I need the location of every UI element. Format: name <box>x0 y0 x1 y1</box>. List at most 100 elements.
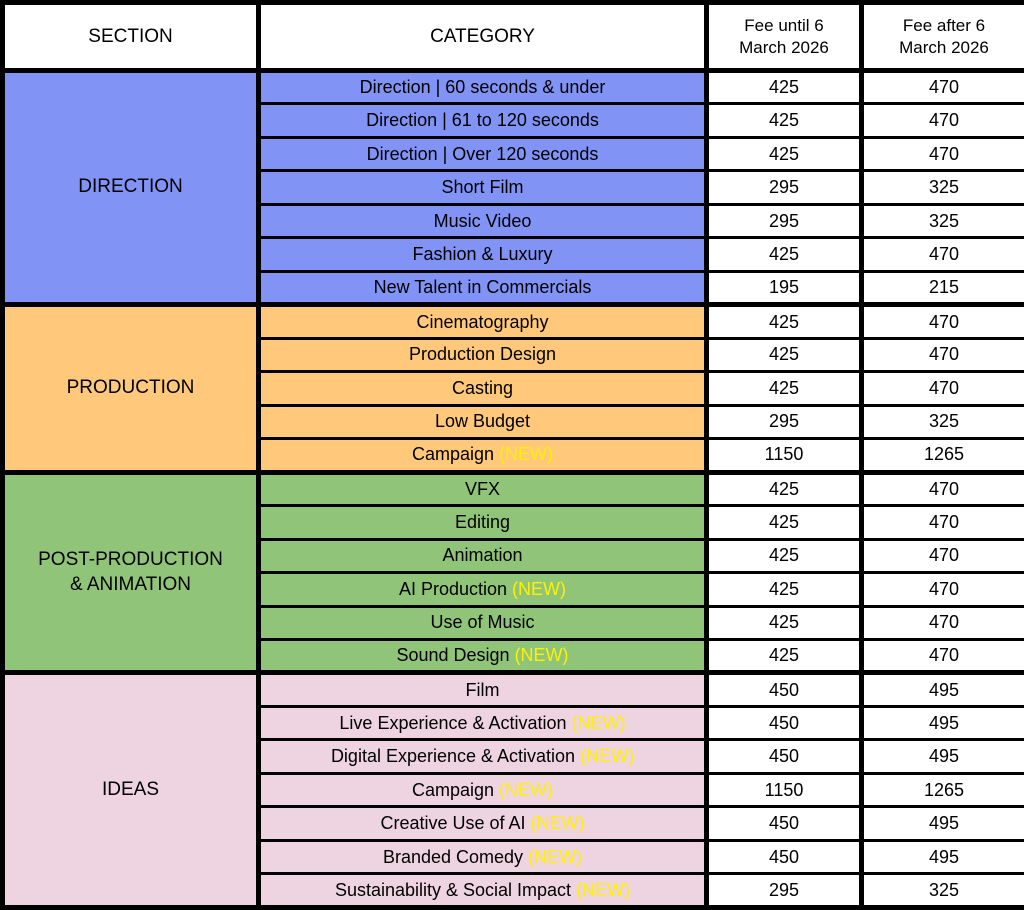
fee-until-cell: 425 <box>704 135 864 173</box>
table-row: IDEAS Film 450 495 <box>0 670 1024 909</box>
fee-after-cell: 325 <box>859 403 1024 441</box>
table-row: Campaign (NEW) 1150 1265 <box>3 437 1024 474</box>
fee-until-cell: 195 <box>704 269 864 307</box>
category-label: Sustainability & Social Impact <box>334 879 572 900</box>
fee-until-cell: 295 <box>704 403 864 441</box>
table-row: New Talent in Commercials 195 215 <box>3 269 1024 307</box>
fee-after-cell: 325 <box>859 872 1024 909</box>
category-column-header: CATEGORY <box>256 1 709 73</box>
header-row: SECTION CATEGORY Fee until 6 March 2026 … <box>0 1 1024 73</box>
new-badge: (NEW) <box>514 645 569 666</box>
new-badge: (NEW) <box>580 746 635 767</box>
fee-after-cell: 470 <box>859 67 1024 106</box>
table-row: Digital Experience & Activation (NEW) 450… <box>3 738 1024 775</box>
category-cell: Editing <box>256 504 709 541</box>
category-label: Direction | 61 to 120 seconds <box>366 110 599 131</box>
table-row: Campaign (NEW) 1150 1265 <box>3 771 1024 809</box>
section-cell: DIRECTION <box>0 67 261 307</box>
fee-until-cell: 450 <box>704 704 864 742</box>
table-row: Creative Use of AI (NEW) 450 495 <box>3 805 1024 842</box>
new-badge: (NEW) <box>530 813 585 834</box>
fee-table-header: SECTION CATEGORY Fee until 6 March 2026 … <box>0 1 1024 73</box>
new-badge: (NEW) <box>571 712 626 733</box>
fee-until-cell: 425 <box>704 604 864 641</box>
fee-after-cell: 470 <box>859 236 1024 273</box>
category-cell: Use of Music <box>256 604 709 641</box>
category-cell: Campaign (NEW) <box>256 771 709 809</box>
fee-after-cell: 1265 <box>859 437 1024 474</box>
category-cell: VFX <box>256 469 709 508</box>
fee-until-cell: 425 <box>704 102 864 139</box>
fee-after-cell: 495 <box>859 805 1024 842</box>
new-badge: (NEW) <box>499 444 554 465</box>
fee-after-cell: 470 <box>859 469 1024 508</box>
category-label: Direction | 60 seconds & under <box>359 77 606 98</box>
table-row: PRODUCTION Cinematography 425 470 <box>0 302 1024 474</box>
table-row: Branded Comedy (NEW) 450 495 <box>3 838 1024 876</box>
fee-until-cell: 425 <box>704 236 864 273</box>
fee-after-cell: 495 <box>859 838 1024 876</box>
category-cell: Digital Experience & Activation (NEW) <box>256 738 709 775</box>
category-label: Sound Design <box>396 645 510 666</box>
table-row: Production Design 425 470 <box>3 336 1024 374</box>
fee-after-cell: 470 <box>859 336 1024 374</box>
table-row: Short Film 295 325 <box>3 169 1024 206</box>
fee-after-cell: 325 <box>859 169 1024 206</box>
fee-table-body: DIRECTION Direction | 60 seconds & under 4… <box>0 67 1024 909</box>
category-cell: Animation <box>256 537 709 575</box>
category-label: Animation <box>442 545 523 566</box>
fee-until-cell: 450 <box>704 838 864 876</box>
category-label: Branded Comedy <box>382 846 524 867</box>
fee-after-cell: 470 <box>859 537 1024 575</box>
new-badge: (NEW) <box>512 578 567 599</box>
fee-after-cell: 495 <box>859 738 1024 775</box>
table-row: Editing 425 470 <box>3 504 1024 541</box>
category-label: Short Film <box>441 177 524 198</box>
fee-until-cell: 425 <box>704 67 864 106</box>
table-row: Low Budget 295 325 <box>3 403 1024 441</box>
table-row: POST-PRODUCTION & ANIMATION VFX 425 470 <box>0 469 1024 675</box>
category-cell: Cinematography <box>256 302 709 340</box>
category-label: Casting <box>451 377 514 398</box>
category-cell: Direction | 61 to 120 seconds <box>256 102 709 139</box>
new-badge: (NEW) <box>499 779 554 800</box>
category-label: Production Design <box>408 344 557 365</box>
category-cell: Production Design <box>256 336 709 374</box>
fee-after-cell: 470 <box>859 302 1024 340</box>
category-cell: AI Production (NEW) <box>256 571 709 608</box>
new-badge: (NEW) <box>576 879 631 900</box>
table-row: Live Experience & Activation (NEW) 450 495 <box>3 704 1024 742</box>
section-cell: PRODUCTION <box>0 302 261 474</box>
fee-after-cell: 470 <box>859 102 1024 139</box>
section-cell: POST-PRODUCTION & ANIMATION <box>0 469 261 675</box>
category-label: New Talent in Commercials <box>373 277 592 298</box>
fee-until-cell: 295 <box>704 202 864 240</box>
table-row: Sustainability & Social Impact (NEW) 295 3… <box>3 872 1024 909</box>
fee-until-cell: 425 <box>704 571 864 608</box>
new-badge: (NEW) <box>528 846 583 867</box>
fee-until-cell: 425 <box>704 504 864 541</box>
category-label: Digital Experience & Activation <box>330 746 576 767</box>
fee-until-cell: 425 <box>704 637 864 675</box>
category-cell: Branded Comedy (NEW) <box>256 838 709 876</box>
category-cell: Direction | 60 seconds & under <box>256 67 709 106</box>
category-cell: Sustainability & Social Impact (NEW) <box>256 872 709 909</box>
category-cell: Casting <box>256 370 709 407</box>
category-cell: Music Video <box>256 202 709 240</box>
category-cell: Fashion & Luxury <box>256 236 709 273</box>
category-label: Editing <box>454 511 511 532</box>
table-row: Direction | 61 to 120 seconds 425 470 <box>3 102 1024 139</box>
fee-after-cell: 470 <box>859 135 1024 173</box>
category-label: Creative Use of AI <box>380 813 526 834</box>
category-label: Low Budget <box>434 411 531 432</box>
fee-after-cell: 1265 <box>859 771 1024 809</box>
category-label: Campaign <box>411 444 495 465</box>
fee-after-column-header: Fee after 6 March 2026 <box>859 1 1024 73</box>
table-row: Casting 425 470 <box>3 370 1024 407</box>
fee-after-cell: 215 <box>859 269 1024 307</box>
table-row: Fashion & Luxury 425 470 <box>3 236 1024 273</box>
fee-after-cell: 495 <box>859 670 1024 708</box>
fee-until-cell: 1150 <box>704 437 864 474</box>
fee-until-cell: 425 <box>704 336 864 374</box>
